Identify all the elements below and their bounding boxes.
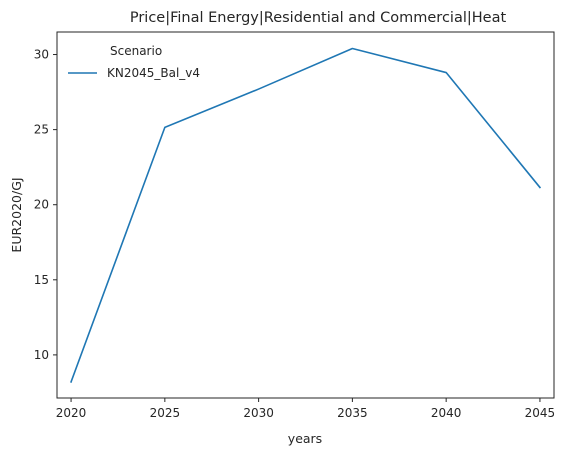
plot-area: [56, 31, 555, 399]
x-tick-label: 2020: [56, 406, 87, 420]
x-tick-label: 2035: [337, 406, 368, 420]
x-tick-label: 2040: [431, 406, 462, 420]
chart-title: Price|Final Energy|Residential and Comme…: [130, 10, 507, 26]
y-tick-label: 10: [34, 348, 49, 362]
series-layer: [70, 47, 542, 383]
legend-title: Scenario: [110, 44, 162, 58]
legend-entry-KN2045_Bal_v4: KN2045_Bal_v4: [107, 66, 200, 80]
y-tick-label: 25: [34, 123, 49, 137]
y-tick-label: 30: [34, 48, 49, 62]
y-tick-label: 15: [34, 273, 49, 287]
x-tick-label: 2045: [525, 406, 556, 420]
y-tick-label: 20: [34, 198, 49, 212]
x-axis-title: years: [288, 431, 322, 446]
series-line-KN2045_Bal_v4: [70, 47, 542, 383]
x-tick-label: 2030: [243, 406, 274, 420]
y-axis: 10 15 20 25 30: [34, 48, 57, 362]
y-axis-title: EUR2020/GJ: [9, 177, 24, 252]
x-axis: 2020 2025 2030 2035 2040 2045: [56, 398, 555, 420]
x-tick-label: 2025: [150, 406, 181, 420]
legend: Scenario KN2045_Bal_v4: [68, 44, 200, 80]
